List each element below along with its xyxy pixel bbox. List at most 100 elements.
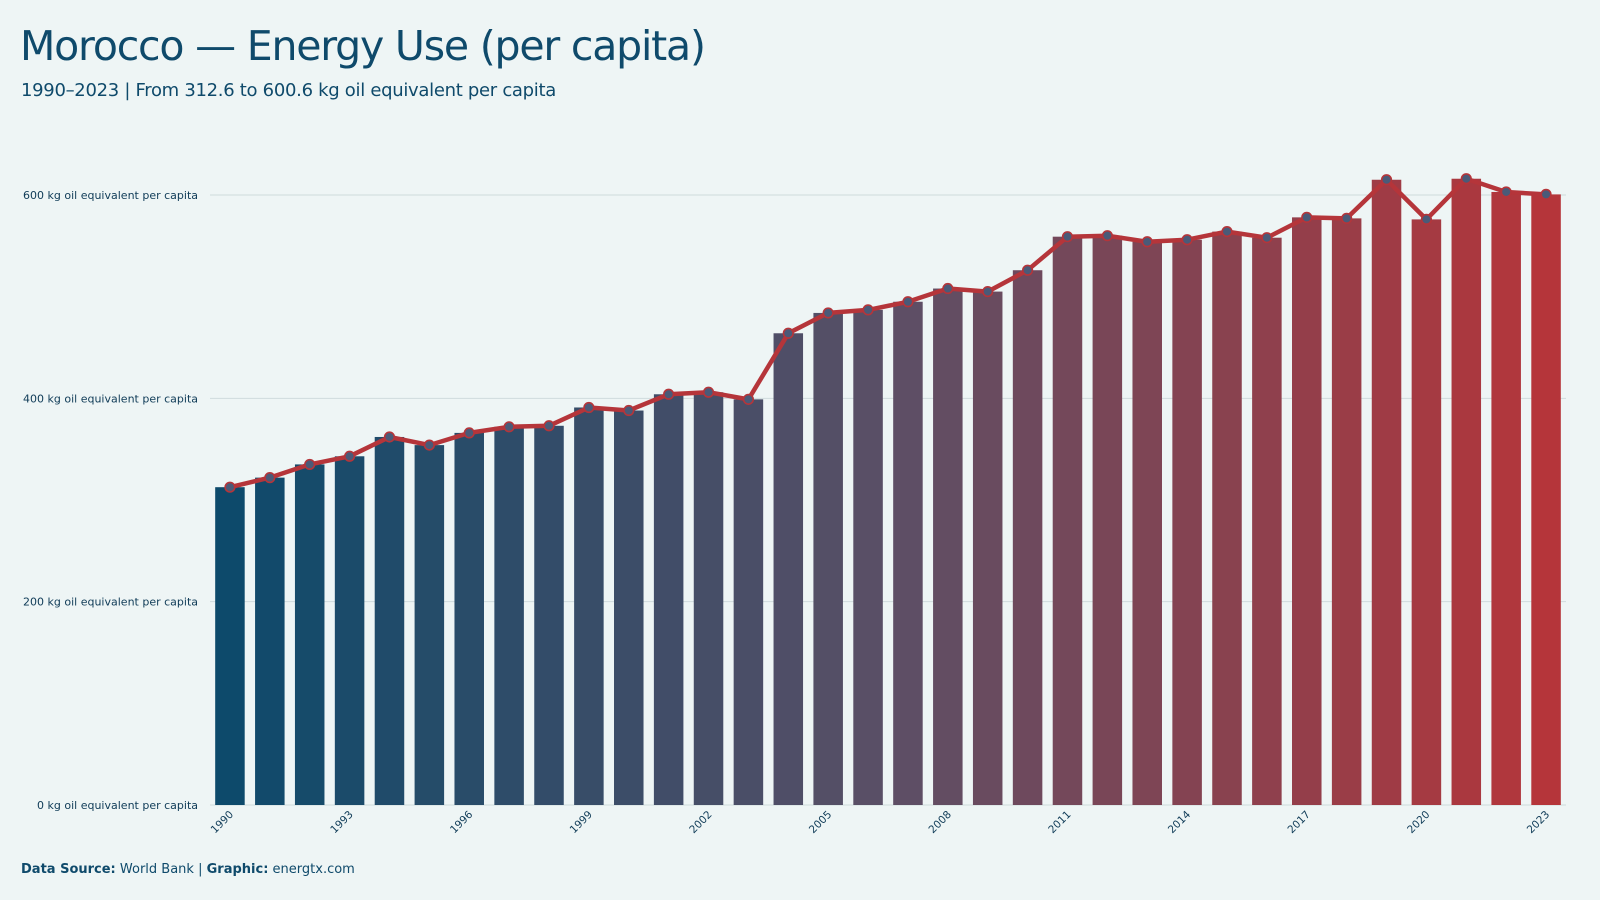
footer-separator: | (198, 862, 203, 877)
x-axis-ticks: 1990 1993 1996 1999 2002 2005 2008 2011 2014 2017… (209, 808, 1553, 836)
marker-1992 (304, 458, 316, 471)
bar-2018 (1331, 218, 1362, 806)
trend-line (227, 176, 1549, 490)
marker-1995 (423, 439, 435, 451)
bar-2008 (933, 288, 963, 805)
marker-2010 (1021, 264, 1034, 276)
marker-2012 (1101, 230, 1113, 242)
marker-2019 (1380, 174, 1393, 186)
x-tick-label: 2020 (1405, 809, 1432, 836)
footer-credits: Data Source: World Bank | Graphic: energ… (21, 862, 355, 877)
marker-2009 (982, 285, 994, 298)
bar-1990 (215, 487, 245, 805)
x-tick-label: 2002 (687, 809, 714, 836)
x-tick-label: 2023 (1525, 809, 1552, 836)
y-tick-label: 200 kg oil equivalent per capita (23, 596, 198, 609)
bar-2007 (893, 301, 923, 805)
marker-2011 (1061, 231, 1074, 243)
bar-2001 (653, 394, 684, 805)
chart-title: Morocco — Energy Use (per capita) (20, 22, 706, 70)
marker-2021 (1460, 173, 1472, 185)
marker-2018 (1341, 212, 1353, 224)
x-tick-label: 2017 (1285, 809, 1312, 836)
marker-2005 (822, 307, 834, 319)
x-tick-label: 2014 (1166, 808, 1194, 836)
bar-2016 (1252, 237, 1282, 805)
marker-1998 (543, 420, 555, 432)
marker-1997 (503, 421, 515, 433)
marker-2023 (1540, 188, 1552, 200)
bar-2009 (972, 291, 1003, 805)
graphic-label: Graphic: (206, 862, 269, 877)
marker-2014 (1181, 234, 1193, 246)
marker-2004 (782, 327, 794, 339)
bar-2004 (773, 333, 804, 805)
y-axis-ticks: 0 kg oil equivalent per capita 200 kg oil… (23, 189, 198, 812)
source-value: World Bank (119, 862, 194, 877)
bar-2017 (1292, 217, 1322, 805)
x-tick-label: 1990 (209, 809, 236, 836)
marker-2001 (663, 388, 675, 400)
bar-2013 (1132, 241, 1162, 805)
grid-lines (210, 194, 1566, 806)
y-tick-label: 400 kg oil equivalent per capita (23, 392, 198, 405)
bar-2014 (1172, 239, 1202, 805)
bar-1993 (334, 456, 365, 805)
marker-2008 (942, 282, 954, 295)
y-tick-label: 600 kg oil equivalent per capita (23, 189, 198, 202)
marker-1991 (264, 472, 276, 484)
bar-2023 (1531, 194, 1561, 805)
bar-1994 (374, 436, 405, 805)
marker-2022 (1500, 186, 1512, 198)
marker-2003 (742, 393, 755, 405)
bar-2010 (1012, 270, 1043, 805)
bar-1997 (494, 426, 524, 805)
marker-1993 (343, 450, 356, 462)
bar-2002 (693, 392, 724, 805)
marker-1994 (383, 431, 396, 443)
bar-2020 (1411, 219, 1442, 805)
x-tick-label: 2008 (927, 809, 954, 836)
x-tick-label: 2005 (807, 809, 834, 836)
marker-2006 (862, 304, 874, 316)
marker-2020 (1420, 213, 1433, 225)
y-tick-label: 0 kg oil equivalent per capita (37, 799, 198, 812)
marker-2016 (1261, 232, 1273, 244)
bar-1992 (294, 464, 325, 805)
bar-2006 (853, 309, 883, 805)
x-tick-label: 2011 (1046, 809, 1073, 836)
bar-2003 (733, 399, 764, 805)
marker-1990 (224, 481, 236, 493)
x-tick-label: 1996 (448, 808, 476, 836)
graphic-value: energtx.com (272, 862, 355, 877)
source-label: Data Source: (21, 862, 116, 877)
bar-2005 (813, 312, 843, 805)
x-tick-label: 1999 (568, 809, 595, 836)
bar-2019 (1371, 179, 1402, 805)
marker-1999 (583, 401, 595, 414)
marker-2007 (902, 296, 914, 308)
bar-1996 (454, 432, 484, 805)
marker-2015 (1221, 226, 1233, 238)
bar-2012 (1092, 235, 1123, 805)
marker-2000 (623, 404, 635, 417)
marker-1996 (463, 427, 475, 439)
marker-2017 (1301, 211, 1313, 223)
bar-2011 (1052, 236, 1083, 805)
bar-1998 (534, 425, 564, 805)
bar-2022 (1491, 191, 1521, 805)
markers (224, 173, 1552, 493)
bar-1995 (414, 445, 445, 805)
marker-2013 (1141, 236, 1153, 248)
trend-line-group (227, 176, 1549, 490)
x-tick-label: 1993 (328, 809, 355, 836)
bar-2000 (614, 410, 644, 805)
bars (215, 178, 1561, 806)
bar-1999 (574, 407, 604, 805)
bar-2021 (1451, 178, 1482, 805)
bar-1991 (255, 477, 285, 805)
chart-subtitle: 1990–2023 | From 312.6 to 600.6 kg oil e… (21, 80, 556, 101)
marker-2002 (702, 386, 715, 398)
